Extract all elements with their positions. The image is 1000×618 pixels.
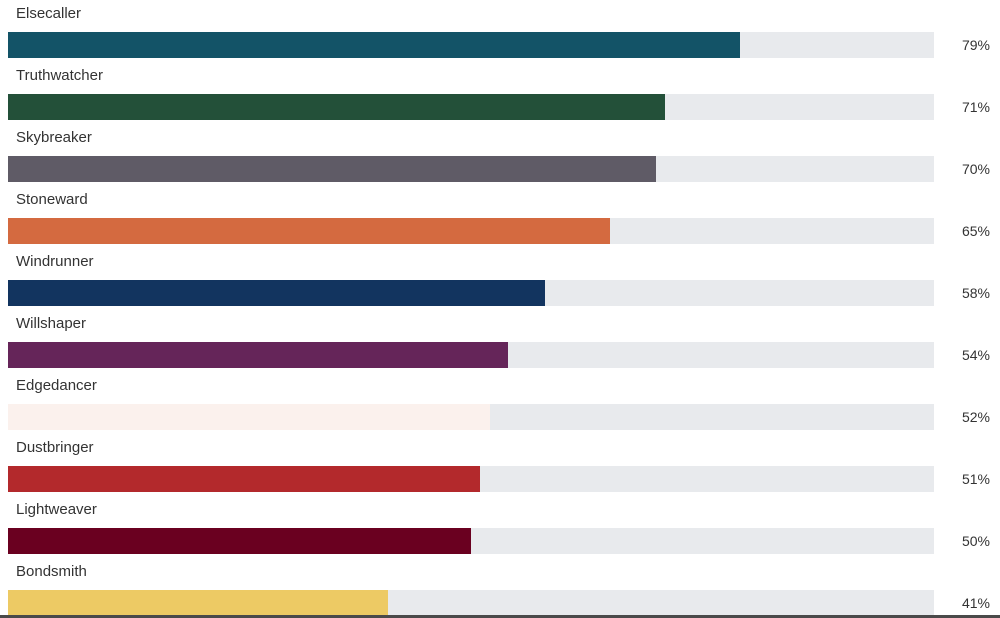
bar-category-label: Willshaper xyxy=(16,315,87,332)
bar-row: Stoneward 65% xyxy=(0,186,1000,248)
bar-row: Elsecaller 79% xyxy=(0,0,1000,62)
bar-category-label: Stoneward xyxy=(16,191,88,208)
bar-category-label: Lightweaver xyxy=(16,501,97,518)
bar-track xyxy=(8,156,934,182)
bottom-divider xyxy=(0,615,1000,618)
bar-row: Lightweaver 50% xyxy=(0,496,1000,558)
bar-track xyxy=(8,466,934,492)
bar-track xyxy=(8,590,934,616)
bar xyxy=(8,528,471,554)
bar-value-label: 71% xyxy=(961,99,990,115)
bar xyxy=(8,32,740,58)
bar-category-label: Skybreaker xyxy=(16,129,92,146)
bar xyxy=(8,342,509,368)
bar-category-label: Elsecaller xyxy=(16,5,82,22)
bar-category-label: Windrunner xyxy=(16,253,94,270)
bar-row: Skybreaker 70% xyxy=(0,124,1000,186)
bar-value-label: 54% xyxy=(961,347,990,363)
bar-value-label: 51% xyxy=(961,471,990,487)
bar-category-label: Dustbringer xyxy=(16,439,94,456)
bar-category-label: Bondsmith xyxy=(16,563,87,580)
bar-row: Dustbringer 51% xyxy=(0,434,1000,496)
bar-row: Edgedancer 52% xyxy=(0,372,1000,434)
bar-row: Bondsmith 41% xyxy=(0,558,1000,618)
bar xyxy=(8,218,610,244)
bar-track xyxy=(8,404,934,430)
bar-track xyxy=(8,218,934,244)
bar-track xyxy=(8,32,934,58)
bar xyxy=(8,466,481,492)
bar-value-label: 65% xyxy=(961,223,990,239)
bar-value-label: 58% xyxy=(961,285,990,301)
bar xyxy=(8,94,666,120)
bar-track xyxy=(8,528,934,554)
bar xyxy=(8,280,546,306)
bar-value-label: 52% xyxy=(961,409,990,425)
bar-track xyxy=(8,94,934,120)
bar-row: Willshaper 54% xyxy=(0,310,1000,372)
bar-value-label: 79% xyxy=(961,37,990,53)
bar xyxy=(8,590,388,616)
bar-row: Truthwatcher 71% xyxy=(0,62,1000,124)
bar xyxy=(8,156,657,182)
bar xyxy=(8,404,490,430)
bar-category-label: Edgedancer xyxy=(16,377,97,394)
bar-track xyxy=(8,342,934,368)
bar-row: Windrunner 58% xyxy=(0,248,1000,310)
bar-category-label: Truthwatcher xyxy=(16,67,103,84)
bar-value-label: 50% xyxy=(961,533,990,549)
bar-track xyxy=(8,280,934,306)
bar-value-label: 70% xyxy=(961,161,990,177)
bar-value-label: 41% xyxy=(961,595,990,611)
